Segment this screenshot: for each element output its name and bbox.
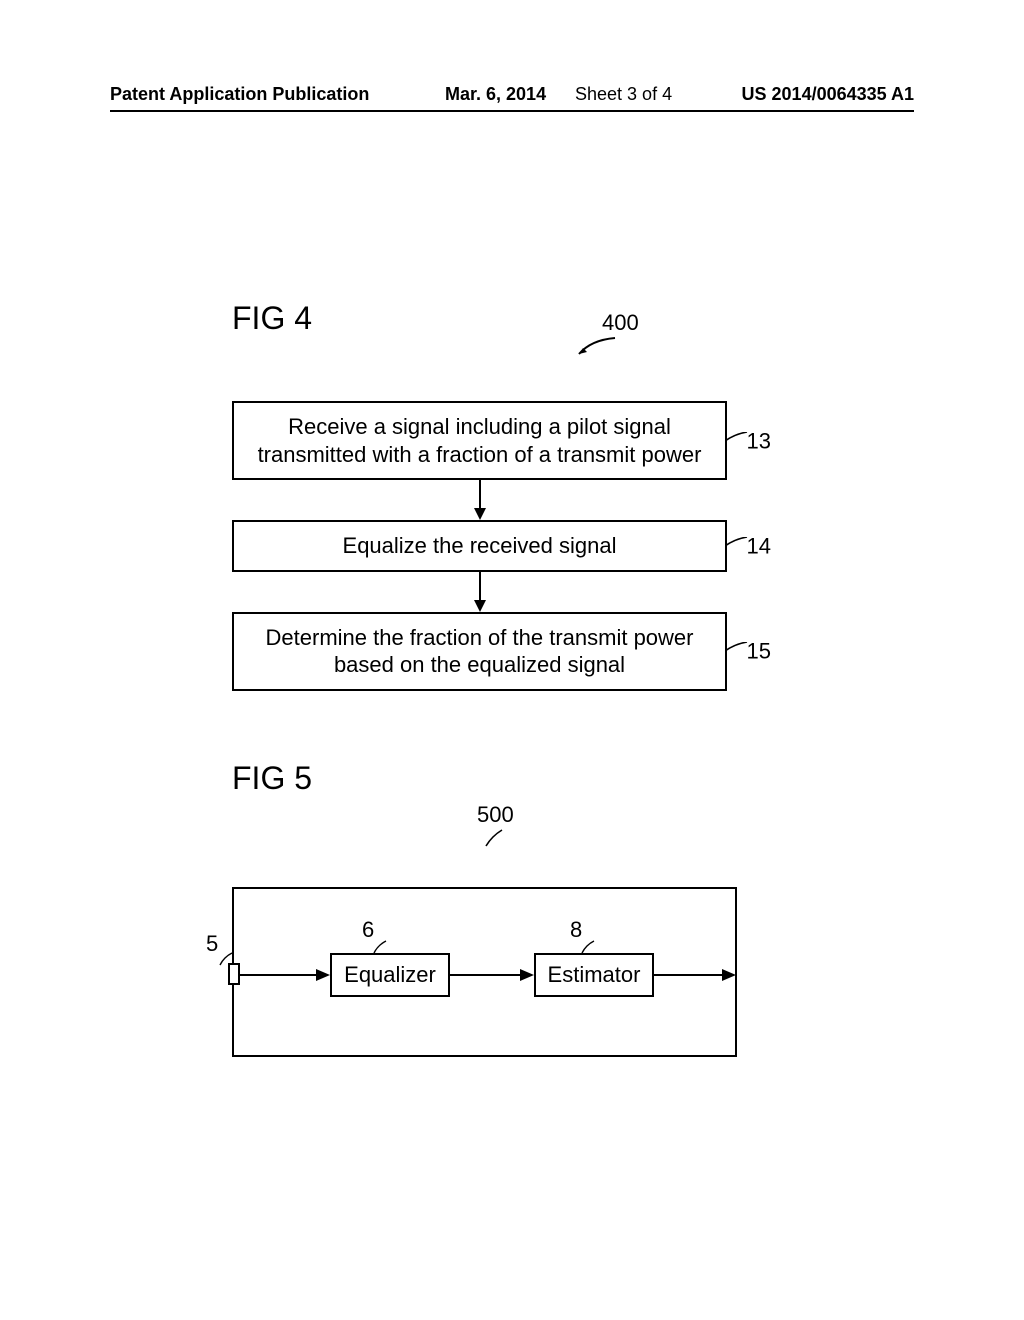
fig5-estimator-label: Estimator [548, 962, 641, 988]
leader-tick-icon [725, 537, 749, 555]
fig4-title: FIG 4 [232, 300, 792, 337]
fig5-equalizer-label: Equalizer [344, 962, 436, 988]
fig5-input-port [228, 963, 240, 985]
flow-step-13-text: Receive a signal including a pilot signa… [258, 414, 702, 467]
page: Patent Application Publication Mar. 6, 2… [0, 0, 1024, 1320]
fig5-ref-number: 500 [477, 802, 514, 828]
flow-step-15: Determine the fraction of the transmit p… [232, 612, 727, 691]
arrow-down-icon [470, 572, 490, 612]
leader-tick-icon [725, 432, 749, 450]
fig5-arrow-3 [654, 967, 736, 983]
fig5-equalizer-block: Equalizer [330, 953, 450, 997]
figure-4: FIG 4 400 Receive a signal including a p… [232, 300, 792, 691]
flow-step-14-text: Equalize the received signal [343, 533, 617, 558]
flow-step-15-id: 15 [747, 637, 771, 665]
flow-step-14: Equalize the received signal 14 [232, 520, 727, 572]
flow-step-14-id: 14 [747, 532, 771, 560]
flow-step-13: Receive a signal including a pilot signa… [232, 401, 727, 480]
fig4-ref-leader-icon [577, 336, 617, 356]
header-date: Mar. 6, 2014 [445, 84, 546, 105]
flow-arrow-2 [232, 572, 727, 612]
flow-step-15-text: Determine the fraction of the transmit p… [266, 625, 694, 678]
fig5-port-id: 5 [206, 931, 218, 957]
flow-arrow-1 [232, 480, 727, 520]
page-header: Patent Application Publication Mar. 6, 2… [110, 82, 914, 112]
fig4-ref-number: 400 [602, 310, 639, 336]
header-pubno: US 2014/0064335 A1 [742, 84, 914, 105]
fig5-outer-block: 5 6 8 Equalizer Estimator [232, 887, 737, 1057]
arrow-down-icon [470, 480, 490, 520]
flow-step-13-id: 13 [747, 427, 771, 455]
header-publication: Patent Application Publication [110, 84, 369, 105]
leader-tick-icon [725, 642, 749, 660]
fig5-arrow-1 [240, 967, 330, 983]
figure-5: FIG 5 500 5 6 8 Equalizer Estimator [232, 760, 792, 973]
header-sheet: Sheet 3 of 4 [575, 84, 672, 105]
fig5-estimator-block: Estimator [534, 953, 654, 997]
fig5-ref-leader-icon [484, 828, 504, 848]
fig5-title: FIG 5 [232, 760, 792, 797]
fig5-arrow-2 [450, 967, 534, 983]
